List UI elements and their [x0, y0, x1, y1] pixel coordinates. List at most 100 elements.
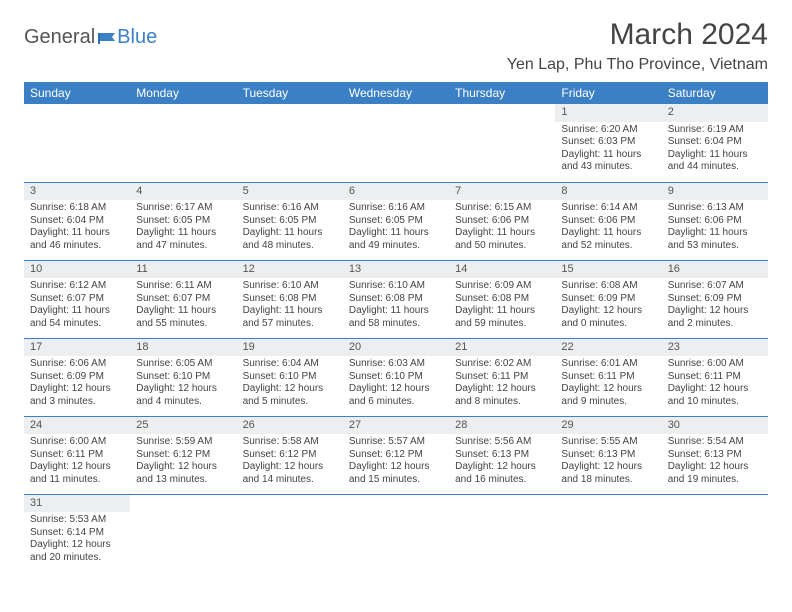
day-details: Sunrise: 6:19 AMSunset: 6:04 PMDaylight:…	[662, 122, 768, 178]
weekday-header: Tuesday	[237, 82, 343, 104]
sunrise-text: Sunrise: 6:11 AM	[136, 280, 230, 293]
sunrise-text: Sunrise: 6:18 AM	[30, 202, 124, 215]
daylight-line2: and 57 minutes.	[243, 318, 337, 331]
calendar-day-cell: 25Sunrise: 5:59 AMSunset: 6:12 PMDayligh…	[130, 416, 236, 494]
day-number: 7	[449, 183, 555, 201]
day-details: Sunrise: 6:15 AMSunset: 6:06 PMDaylight:…	[449, 200, 555, 256]
calendar-day-cell: 4Sunrise: 6:17 AMSunset: 6:05 PMDaylight…	[130, 182, 236, 260]
calendar-day-cell: 11Sunrise: 6:11 AMSunset: 6:07 PMDayligh…	[130, 260, 236, 338]
sunrise-text: Sunrise: 6:07 AM	[668, 280, 762, 293]
sunset-text: Sunset: 6:11 PM	[561, 371, 655, 384]
daylight-line2: and 49 minutes.	[349, 240, 443, 253]
sunrise-text: Sunrise: 6:04 AM	[243, 358, 337, 371]
sunrise-text: Sunrise: 5:58 AM	[243, 436, 337, 449]
calendar-day-cell: 14Sunrise: 6:09 AMSunset: 6:08 PMDayligh…	[449, 260, 555, 338]
sunset-text: Sunset: 6:06 PM	[561, 215, 655, 228]
calendar-day-cell: 6Sunrise: 6:16 AMSunset: 6:05 PMDaylight…	[343, 182, 449, 260]
daylight-line2: and 47 minutes.	[136, 240, 230, 253]
sunset-text: Sunset: 6:08 PM	[243, 293, 337, 306]
sunrise-text: Sunrise: 6:10 AM	[349, 280, 443, 293]
sunset-text: Sunset: 6:13 PM	[668, 449, 762, 462]
daylight-line2: and 4 minutes.	[136, 396, 230, 409]
sunset-text: Sunset: 6:11 PM	[455, 371, 549, 384]
calendar-week-row: 10Sunrise: 6:12 AMSunset: 6:07 PMDayligh…	[24, 260, 768, 338]
day-details: Sunrise: 6:06 AMSunset: 6:09 PMDaylight:…	[24, 356, 130, 412]
daylight-line2: and 9 minutes.	[561, 396, 655, 409]
daylight-line2: and 10 minutes.	[668, 396, 762, 409]
calendar-week-row: 1Sunrise: 6:20 AMSunset: 6:03 PMDaylight…	[24, 104, 768, 182]
calendar-week-row: 3Sunrise: 6:18 AMSunset: 6:04 PMDaylight…	[24, 182, 768, 260]
brand-logo: General Blue	[24, 18, 157, 49]
sunset-text: Sunset: 6:09 PM	[30, 371, 124, 384]
calendar-day-cell: 30Sunrise: 5:54 AMSunset: 6:13 PMDayligh…	[662, 416, 768, 494]
day-number	[24, 104, 130, 108]
daylight-line1: Daylight: 12 hours	[561, 461, 655, 474]
calendar-day-cell: 8Sunrise: 6:14 AMSunset: 6:06 PMDaylight…	[555, 182, 661, 260]
calendar-day-cell: 28Sunrise: 5:56 AMSunset: 6:13 PMDayligh…	[449, 416, 555, 494]
sunset-text: Sunset: 6:08 PM	[455, 293, 549, 306]
calendar-day-cell: 24Sunrise: 6:00 AMSunset: 6:11 PMDayligh…	[24, 416, 130, 494]
day-details: Sunrise: 6:18 AMSunset: 6:04 PMDaylight:…	[24, 200, 130, 256]
day-number: 18	[130, 339, 236, 357]
sunrise-text: Sunrise: 6:16 AM	[243, 202, 337, 215]
daylight-line1: Daylight: 12 hours	[668, 383, 762, 396]
day-number	[130, 104, 236, 108]
day-details: Sunrise: 6:01 AMSunset: 6:11 PMDaylight:…	[555, 356, 661, 412]
daylight-line2: and 8 minutes.	[455, 396, 549, 409]
sunrise-text: Sunrise: 5:53 AM	[30, 514, 124, 527]
weekday-header: Saturday	[662, 82, 768, 104]
calendar-day-cell	[449, 494, 555, 572]
daylight-line2: and 55 minutes.	[136, 318, 230, 331]
daylight-line2: and 14 minutes.	[243, 474, 337, 487]
daylight-line1: Daylight: 12 hours	[349, 383, 443, 396]
day-details: Sunrise: 5:58 AMSunset: 6:12 PMDaylight:…	[237, 434, 343, 490]
sunrise-text: Sunrise: 6:03 AM	[349, 358, 443, 371]
day-number: 31	[24, 495, 130, 513]
day-details: Sunrise: 5:53 AMSunset: 6:14 PMDaylight:…	[24, 512, 130, 568]
sunset-text: Sunset: 6:09 PM	[668, 293, 762, 306]
daylight-line2: and 5 minutes.	[243, 396, 337, 409]
daylight-line1: Daylight: 12 hours	[455, 383, 549, 396]
sunrise-text: Sunrise: 6:00 AM	[30, 436, 124, 449]
daylight-line1: Daylight: 11 hours	[30, 305, 124, 318]
page-title: March 2024	[507, 18, 768, 52]
day-details: Sunrise: 5:55 AMSunset: 6:13 PMDaylight:…	[555, 434, 661, 490]
day-number: 20	[343, 339, 449, 357]
calendar-day-cell: 3Sunrise: 6:18 AMSunset: 6:04 PMDaylight…	[24, 182, 130, 260]
calendar-week-row: 31Sunrise: 5:53 AMSunset: 6:14 PMDayligh…	[24, 494, 768, 572]
day-details: Sunrise: 6:12 AMSunset: 6:07 PMDaylight:…	[24, 278, 130, 334]
day-number: 16	[662, 261, 768, 279]
day-details: Sunrise: 6:05 AMSunset: 6:10 PMDaylight:…	[130, 356, 236, 412]
daylight-line1: Daylight: 12 hours	[243, 461, 337, 474]
day-details: Sunrise: 6:14 AMSunset: 6:06 PMDaylight:…	[555, 200, 661, 256]
day-number: 29	[555, 417, 661, 435]
calendar-day-cell: 22Sunrise: 6:01 AMSunset: 6:11 PMDayligh…	[555, 338, 661, 416]
sunset-text: Sunset: 6:13 PM	[561, 449, 655, 462]
sunrise-text: Sunrise: 6:16 AM	[349, 202, 443, 215]
calendar-day-cell: 31Sunrise: 5:53 AMSunset: 6:14 PMDayligh…	[24, 494, 130, 572]
calendar-day-cell: 12Sunrise: 6:10 AMSunset: 6:08 PMDayligh…	[237, 260, 343, 338]
weekday-header: Sunday	[24, 82, 130, 104]
sunrise-text: Sunrise: 6:20 AM	[561, 124, 655, 137]
calendar-day-cell	[662, 494, 768, 572]
daylight-line1: Daylight: 12 hours	[349, 461, 443, 474]
day-number: 9	[662, 183, 768, 201]
weekday-header: Thursday	[449, 82, 555, 104]
header: General Blue March 2024 Yen Lap, Phu Tho…	[24, 18, 768, 74]
day-details: Sunrise: 6:07 AMSunset: 6:09 PMDaylight:…	[662, 278, 768, 334]
weekday-header: Monday	[130, 82, 236, 104]
daylight-line1: Daylight: 11 hours	[668, 227, 762, 240]
sunrise-text: Sunrise: 5:57 AM	[349, 436, 443, 449]
day-number: 6	[343, 183, 449, 201]
sunrise-text: Sunrise: 6:12 AM	[30, 280, 124, 293]
sunrise-text: Sunrise: 6:00 AM	[668, 358, 762, 371]
calendar-day-cell: 13Sunrise: 6:10 AMSunset: 6:08 PMDayligh…	[343, 260, 449, 338]
sunset-text: Sunset: 6:08 PM	[349, 293, 443, 306]
day-number: 11	[130, 261, 236, 279]
day-details: Sunrise: 6:00 AMSunset: 6:11 PMDaylight:…	[24, 434, 130, 490]
day-number: 5	[237, 183, 343, 201]
sunset-text: Sunset: 6:10 PM	[136, 371, 230, 384]
day-details: Sunrise: 6:11 AMSunset: 6:07 PMDaylight:…	[130, 278, 236, 334]
daylight-line1: Daylight: 12 hours	[561, 383, 655, 396]
day-details: Sunrise: 6:10 AMSunset: 6:08 PMDaylight:…	[237, 278, 343, 334]
